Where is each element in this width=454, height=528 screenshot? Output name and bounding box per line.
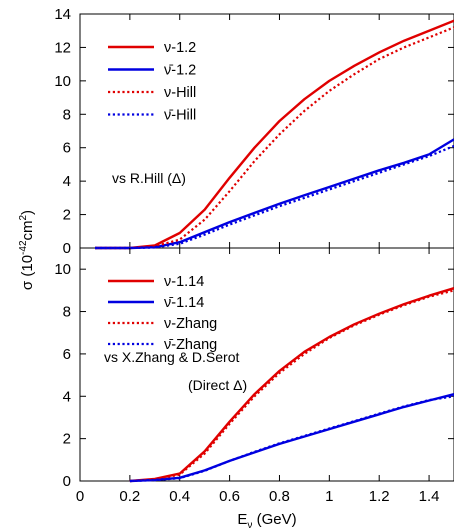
- x-tick-label: 0.6: [219, 488, 240, 505]
- x-tick-label: 1: [325, 488, 333, 505]
- top-panel-frame: [79, 13, 454, 249]
- top-legend-label-0: ν-1.2: [164, 40, 196, 56]
- top-panel: 0 2 4 6 8 10 12 14 ν-1.2 ν̄-1.2 ν-Hill ν̄-Hill vs …: [54, 6, 454, 257]
- bottom-y-tick-label: 8: [63, 304, 71, 321]
- bottom-annotation-line2: (Direct Δ): [188, 377, 247, 393]
- bottom-legend-label-1: ν̄-1.14: [164, 295, 204, 311]
- bottom-series-line-1: [129, 393, 454, 483]
- top-legend: ν-1.2 ν̄-1.2 ν-Hill ν̄-Hill: [108, 40, 196, 124]
- top-series: [95, 19, 454, 250]
- bottom-y-tick-label: 4: [63, 388, 71, 405]
- top-ticks: 0 2 4 6 8 10 12 14: [54, 6, 454, 257]
- bottom-annotation-line1: vs X.Zhang & D.Serot: [104, 349, 240, 365]
- y-axis-title: σ (10-42cm2): [18, 210, 36, 290]
- top-series-line-2: [95, 26, 454, 250]
- x-tick-label: 0: [76, 488, 84, 505]
- top-y-tick-label: 6: [63, 140, 71, 157]
- bottom-series-line-3: [129, 395, 454, 483]
- bottom-series: [129, 287, 454, 483]
- x-tick-label: 1.4: [419, 488, 440, 505]
- bottom-y-tick-label: 2: [63, 431, 71, 448]
- x-tick-label: 0.2: [119, 488, 140, 505]
- bottom-legend-label-0: ν-1.14: [164, 274, 204, 290]
- top-y-tick-label: 2: [63, 207, 71, 224]
- top-legend-label-3: ν̄-Hill: [164, 108, 196, 124]
- bottom-legend-label-3: ν̄-Zhang: [164, 337, 217, 353]
- bottom-series-line-2: [129, 289, 454, 483]
- top-legend-label-2: ν-Hill: [164, 85, 196, 101]
- bottom-y-tick-label: 6: [63, 346, 71, 363]
- top-annotation: vs R.Hill (Δ): [112, 170, 186, 186]
- x-axis-title: Eν (GeV): [237, 511, 296, 528]
- x-tick-label: 1.2: [369, 488, 390, 505]
- top-series-line-0: [95, 19, 454, 250]
- x-tick-label: 0.8: [269, 488, 290, 505]
- bottom-y-tick-label: 0: [63, 473, 71, 490]
- bottom-y-tick-label: 10: [54, 261, 71, 278]
- top-series-line-3: [95, 144, 454, 250]
- top-y-tick-label: 14: [54, 6, 71, 23]
- top-series-line-1: [95, 138, 454, 250]
- top-y-tick-label: 10: [54, 73, 71, 90]
- bottom-legend: ν-1.14 ν̄-1.14 ν-Zhang ν̄-Zhang: [108, 274, 217, 353]
- bottom-legend-label-2: ν-Zhang: [164, 316, 217, 332]
- top-legend-label-1: ν̄-1.2: [164, 63, 196, 79]
- x-tick-labels: 0 0.2 0.4 0.6 0.8 1 1.2 1.4: [76, 488, 440, 505]
- bottom-panel: 0 2 4 6 8 10 ν-1.14 ν̄-1.14 ν-Zhang ν̄-Zhang vs …: [54, 248, 454, 490]
- bottom-panel-frame: [79, 247, 454, 482]
- bottom-ticks: 0 2 4 6 8 10: [54, 248, 454, 490]
- top-y-tick-label: 12: [54, 39, 71, 56]
- top-y-tick-label: 0: [63, 240, 71, 257]
- x-tick-label: 0.4: [169, 488, 190, 505]
- top-y-tick-label: 4: [63, 173, 71, 190]
- top-y-tick-label: 8: [63, 106, 71, 123]
